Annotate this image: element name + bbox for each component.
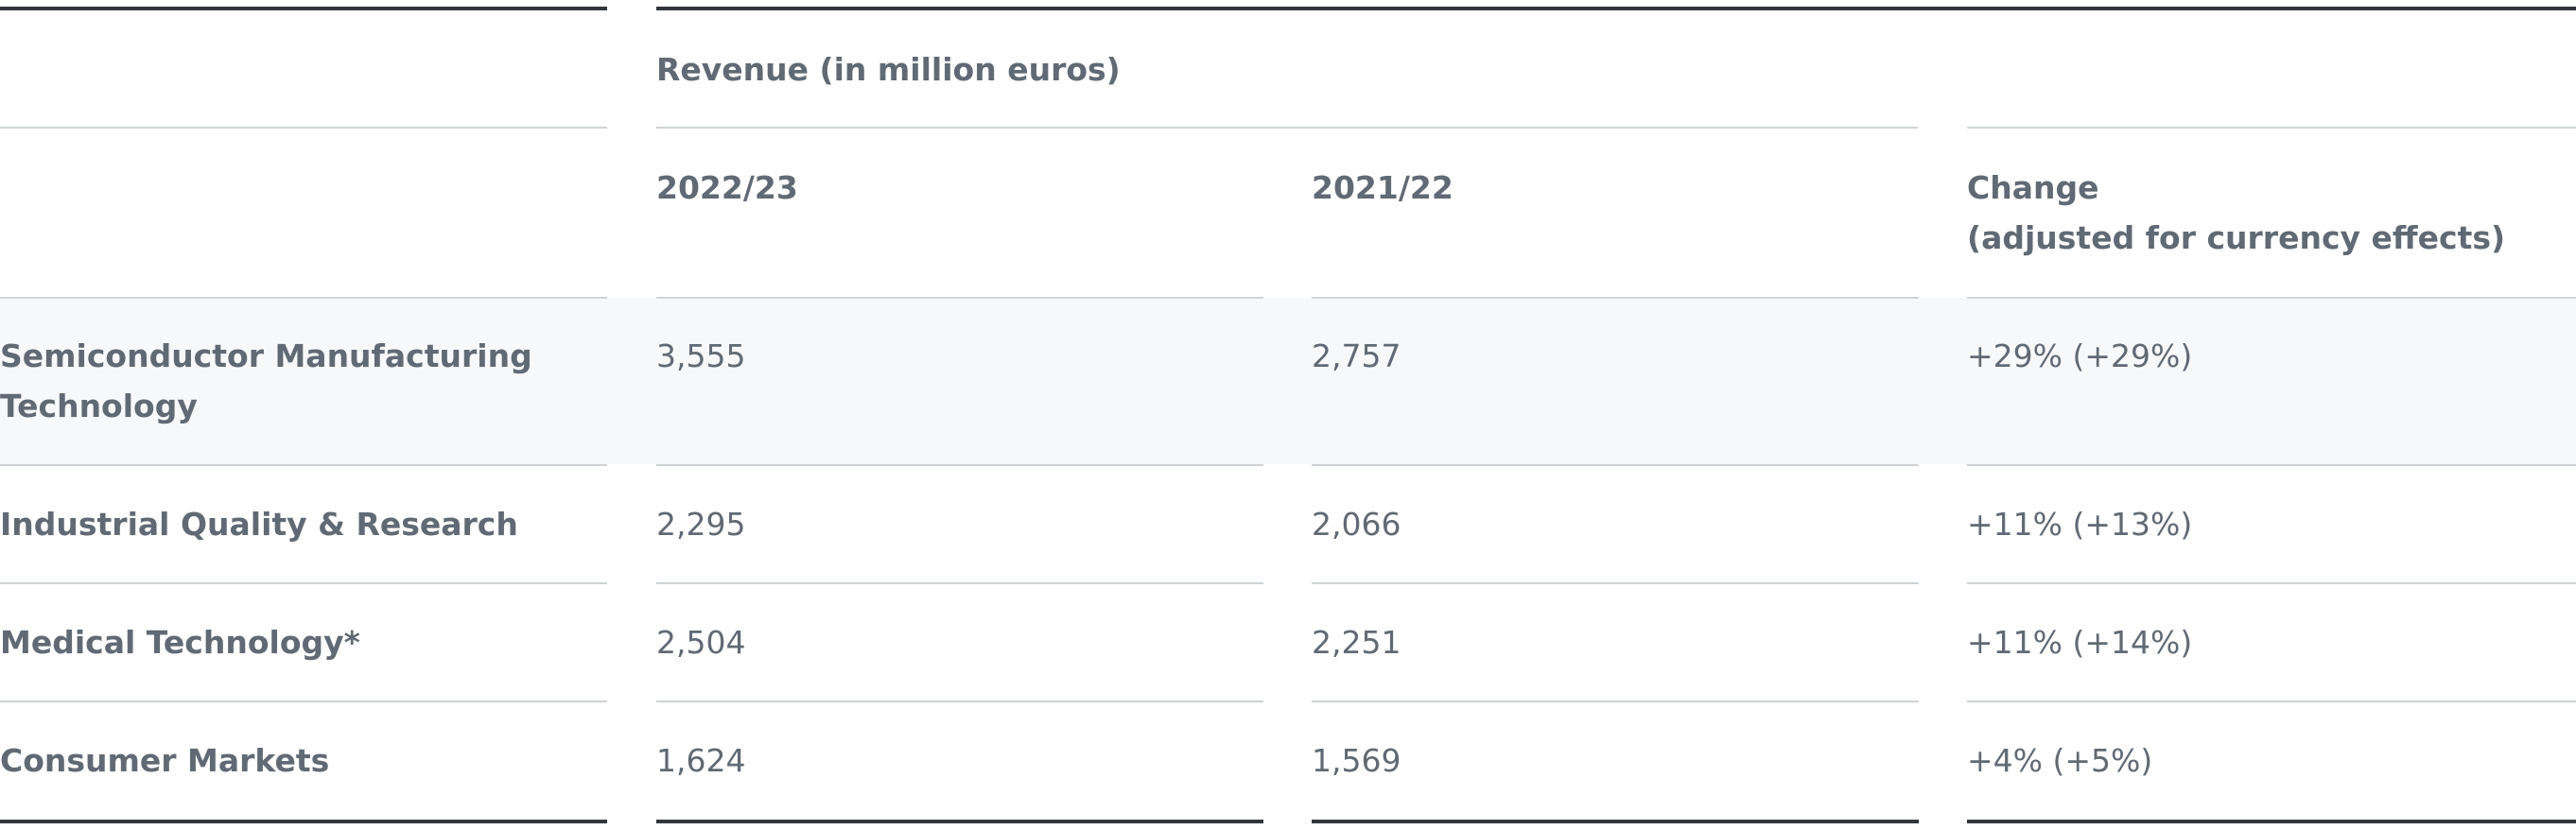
table-cell-change: +11% (+14%)	[1967, 624, 2193, 661]
table-cell-previous: 2,251	[1312, 624, 1401, 661]
row-divider	[656, 582, 1263, 584]
table-row-label-cont: Technology	[0, 388, 198, 424]
rule-under-group-revenue	[656, 127, 1918, 129]
rule-under-group-label	[0, 127, 607, 129]
table-row-label: Medical Technology*	[0, 624, 360, 661]
rule-header-previous	[1312, 297, 1919, 299]
table-cell-current: 2,295	[656, 506, 746, 543]
row-divider	[0, 700, 607, 702]
rule-under-group-change	[1967, 127, 2576, 129]
group-header-revenue: Revenue (in million euros)	[656, 51, 1121, 88]
table-cell-current: 2,504	[656, 624, 746, 661]
rule-header-current	[656, 297, 1263, 299]
table-cell-current: 3,555	[656, 337, 746, 374]
row-divider	[0, 582, 607, 584]
column-header-2022-23: 2022/23	[656, 169, 798, 206]
column-header-change-note: (adjusted for currency effects)	[1967, 219, 2506, 256]
top-rule-revenue-group	[656, 7, 2576, 10]
top-rule-label-col	[0, 7, 607, 10]
column-header-change: Change	[1967, 169, 2099, 206]
table-cell-change: +4% (+5%)	[1967, 742, 2153, 779]
bottom-rule-change-col	[1967, 820, 2576, 823]
table-cell-previous: 1,569	[1312, 742, 1401, 779]
rule-header-label	[0, 297, 607, 299]
table-row-label: Semiconductor Manufacturing	[0, 337, 532, 374]
row-divider	[1312, 582, 1919, 584]
bottom-rule-current-col	[656, 820, 1263, 823]
rule-header-change	[1967, 297, 2576, 299]
row-divider	[1312, 464, 1919, 466]
row-divider	[1312, 700, 1919, 702]
row-divider	[1967, 464, 2576, 466]
row-divider	[0, 464, 607, 466]
row-highlight	[0, 298, 2576, 464]
table-cell-current: 1,624	[656, 742, 746, 779]
row-divider	[656, 700, 1263, 702]
bottom-rule-label-col	[0, 820, 607, 823]
row-divider	[1967, 700, 2576, 702]
bottom-rule-previous-col	[1312, 820, 1919, 823]
table-row-label: Consumer Markets	[0, 742, 330, 779]
table-cell-change: +11% (+13%)	[1967, 506, 2193, 543]
table-cell-previous: 2,757	[1312, 337, 1401, 374]
table-cell-previous: 2,066	[1312, 506, 1401, 543]
table-row-label: Industrial Quality & Research	[0, 506, 518, 543]
column-header-2021-22: 2021/22	[1312, 169, 1453, 206]
table-cell-change: +29% (+29%)	[1967, 337, 2193, 374]
row-divider	[1967, 582, 2576, 584]
row-divider	[656, 464, 1263, 466]
